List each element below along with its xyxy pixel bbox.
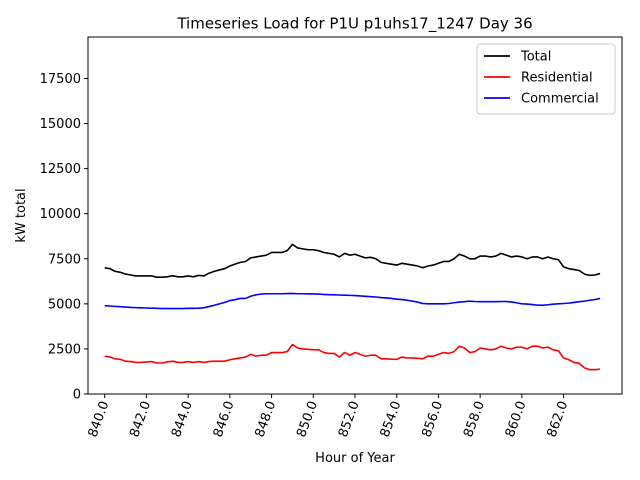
legend-label-total: Total: [520, 50, 551, 65]
legend: Total Residential Commercial: [476, 43, 616, 115]
series-line-commercial: [104, 292, 601, 310]
legend-label-commercial: Commercial: [521, 92, 599, 107]
y-tick-label: 17500: [40, 72, 81, 87]
legend-label-residential: Residential: [521, 71, 593, 86]
legend-box: [476, 43, 616, 115]
chart-title: Timeseries Load for P1U p1uhs17_1247 Day…: [176, 15, 532, 34]
y-tick-label: 10000: [40, 207, 81, 222]
series-line-total: [104, 243, 601, 278]
y-tick-label: 5000: [48, 297, 81, 312]
x-axis-label: Hour of Year: [315, 451, 395, 466]
y-tick-label: 0: [73, 388, 81, 403]
plot-area: [104, 243, 601, 371]
y-tick-label: 7500: [48, 252, 81, 267]
y-axis-label: kW total: [14, 188, 29, 242]
y-tick-label: 12500: [40, 162, 81, 177]
y-tick-label: 2500: [48, 342, 81, 357]
series-line-residential: [104, 343, 601, 371]
y-tick-label: 15000: [40, 117, 81, 132]
